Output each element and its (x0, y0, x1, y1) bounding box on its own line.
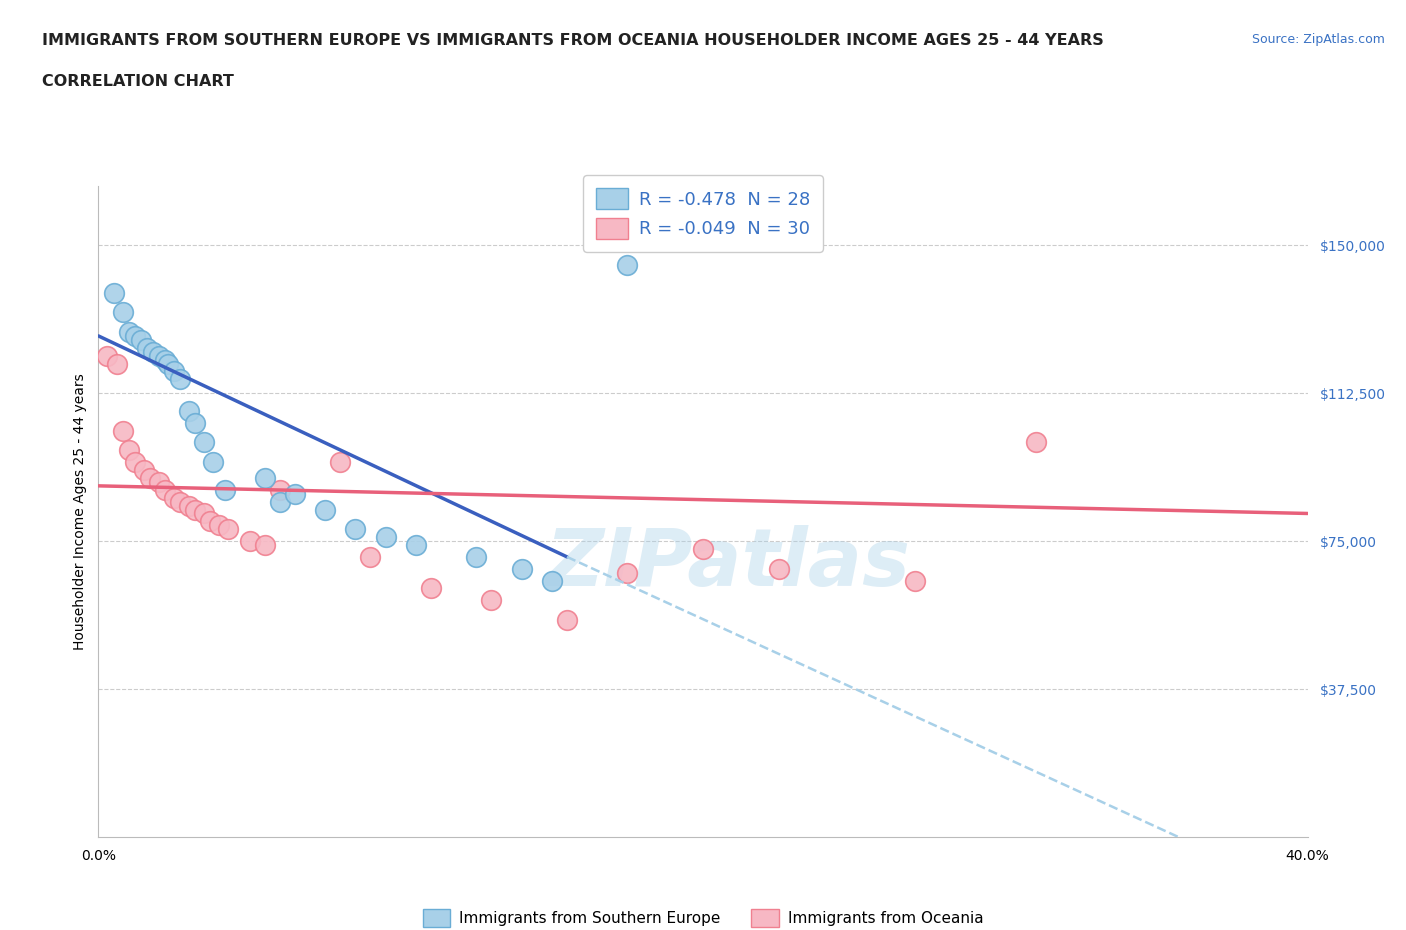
Point (768, 562, 790, 577)
Point (96, 348, 118, 363)
Point (481, 592, 503, 607)
Y-axis label: Householder Income Ages 25 - 44 years: Householder Income Ages 25 - 44 years (73, 373, 87, 650)
Point (153, 352, 176, 367)
Point (465, 550, 488, 565)
Point (269, 494, 291, 509)
Point (111, 423, 134, 438)
Point (269, 483, 291, 498)
Point (419, 581, 441, 596)
Text: Source: ZipAtlas.com: Source: ZipAtlas.com (1251, 33, 1385, 46)
Point (132, 462, 155, 477)
Point (314, 502, 336, 517)
Point (405, 538, 427, 552)
Point (904, 573, 927, 588)
Point (374, 530, 396, 545)
Point (135, 340, 157, 355)
Point (118, 325, 141, 339)
Point (118, 443, 141, 458)
Point (510, 562, 533, 577)
Point (163, 490, 186, 505)
Point (239, 534, 262, 549)
Point (139, 471, 162, 485)
Point (616, 258, 638, 272)
Point (184, 416, 207, 431)
Point (169, 494, 191, 509)
Point (148, 474, 170, 489)
Text: CORRELATION CHART: CORRELATION CHART (42, 74, 233, 89)
Point (202, 455, 225, 470)
Point (692, 541, 714, 556)
Point (129, 332, 152, 347)
Point (163, 364, 186, 379)
Point (284, 486, 307, 501)
Point (253, 471, 276, 485)
Point (200, 514, 222, 529)
Point (344, 522, 367, 537)
Text: IMMIGRANTS FROM SOUTHERN EUROPE VS IMMIGRANTS FROM OCEANIA HOUSEHOLDER INCOME AG: IMMIGRANTS FROM SOUTHERN EUROPE VS IMMIG… (42, 33, 1104, 47)
Point (105, 356, 128, 371)
Point (208, 518, 231, 533)
Point (153, 483, 176, 498)
Point (253, 538, 276, 552)
Point (169, 372, 191, 387)
Point (177, 404, 201, 418)
Point (1024, 435, 1046, 450)
Point (214, 483, 236, 498)
Point (148, 348, 170, 363)
Point (193, 435, 215, 450)
Point (555, 613, 578, 628)
Point (184, 502, 207, 517)
Point (177, 498, 201, 513)
Point (616, 565, 638, 580)
Text: ZIPatlas: ZIPatlas (544, 525, 910, 603)
Point (540, 573, 562, 588)
Point (142, 344, 165, 359)
Point (217, 522, 239, 537)
Point (111, 305, 134, 320)
Point (103, 286, 125, 300)
Point (360, 550, 382, 565)
Point (193, 506, 215, 521)
Point (329, 455, 352, 470)
Legend: Immigrants from Southern Europe, Immigrants from Oceania: Immigrants from Southern Europe, Immigra… (416, 903, 990, 930)
Point (156, 356, 179, 371)
Point (124, 328, 146, 343)
Point (124, 455, 146, 470)
